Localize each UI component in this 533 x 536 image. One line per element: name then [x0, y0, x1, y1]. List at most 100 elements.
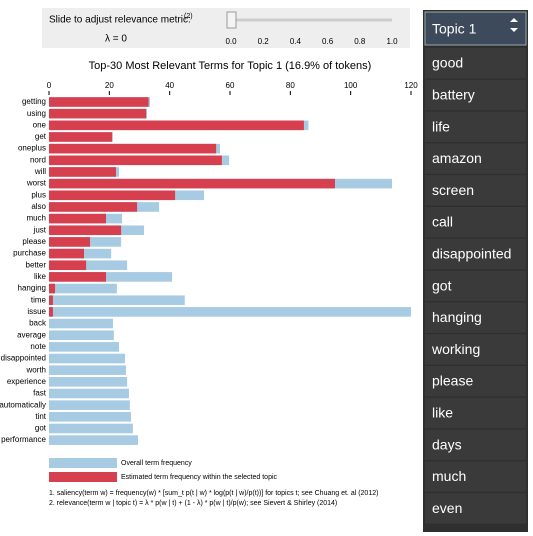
topic-item-label: working	[431, 341, 480, 357]
slider-tick-label: 1.0	[386, 37, 398, 46]
bar	[49, 132, 113, 142]
footnote: 1. saliency(term w) = frequency(w) * [su…	[49, 490, 378, 497]
legend-swatch	[49, 458, 117, 468]
y-tick-label: will	[34, 167, 46, 176]
bar	[49, 307, 411, 317]
slider-note: (2)	[184, 13, 193, 20]
bar	[49, 225, 122, 236]
dropdown-arrow	[510, 18, 518, 32]
slider-tick-label: 0.6	[322, 37, 334, 46]
topic-item-label: please	[432, 373, 473, 389]
x-tick-label: 0	[47, 81, 52, 90]
x-tick-label: 40	[165, 81, 174, 90]
bar	[49, 388, 129, 399]
bar	[49, 155, 222, 166]
y-tick-label: please	[22, 237, 46, 246]
x-tick-label: 120	[404, 81, 418, 90]
bar	[49, 423, 133, 434]
x-tick-label: 20	[105, 81, 114, 90]
bar	[49, 272, 107, 282]
topic-item[interactable]	[425, 143, 526, 174]
bar	[49, 330, 114, 340]
topic-item-label: got	[432, 277, 452, 293]
y-tick-label: just	[33, 225, 47, 234]
slider-panel	[42, 8, 410, 48]
y-tick-label: better	[26, 260, 47, 269]
slider-thumb[interactable]	[226, 11, 237, 29]
footnote: 2. relevance(term w | topic t) = λ * p(w…	[49, 500, 337, 507]
topic-item-label: life	[432, 118, 450, 134]
slider-label: Slide to adjust relevance metric:	[49, 15, 191, 26]
y-tick-label: get	[35, 132, 47, 141]
y-tick-label: experience	[7, 377, 47, 386]
bar	[49, 120, 304, 131]
bar	[49, 97, 149, 107]
topic-item[interactable]	[425, 79, 526, 111]
y-tick-label: also	[31, 202, 46, 211]
bar	[49, 213, 107, 224]
topic-item[interactable]	[425, 175, 526, 206]
topic-item-label: even	[432, 500, 462, 516]
topic-item[interactable]	[425, 366, 526, 397]
y-tick-label: plus	[31, 190, 46, 199]
topic-item[interactable]	[425, 461, 526, 492]
y-tick-label: hanging	[18, 284, 46, 293]
topic-item-label: good	[432, 55, 463, 71]
topic-item-label: amazon	[432, 150, 482, 166]
y-tick-label: issue	[27, 307, 46, 316]
topic-item-label: much	[432, 468, 466, 484]
bar	[49, 260, 128, 271]
bar	[49, 295, 53, 306]
topic-item-label: screen	[432, 182, 474, 198]
y-tick-label: fast	[33, 389, 47, 398]
topic-item[interactable]	[425, 270, 526, 302]
topic-item[interactable]	[425, 429, 526, 461]
legend-label: Overall term frequency	[121, 460, 192, 467]
bar	[49, 377, 128, 387]
chart-title: Top-30 Most Relevant Terms for Topic 1 (…	[89, 60, 372, 72]
topic-item[interactable]	[425, 302, 526, 333]
y-tick-label: oneplus	[18, 144, 46, 153]
topic-item[interactable]	[425, 207, 526, 238]
topic-item[interactable]	[425, 238, 526, 270]
y-tick-label: nord	[30, 155, 46, 164]
topic-item-label: hanging	[432, 309, 482, 325]
bar	[49, 108, 147, 119]
slider-tick-label: 0.8	[354, 37, 366, 46]
legend-label: Estimated term frequency within the sele…	[121, 474, 278, 481]
y-tick-label: automatically	[0, 400, 46, 409]
y-tick-label: back	[29, 319, 47, 328]
bar	[49, 307, 53, 317]
y-tick-label: one	[33, 120, 47, 129]
topic-item[interactable]	[425, 48, 526, 79]
y-tick-label: average	[17, 330, 46, 339]
topic-dropdown[interactable]	[424, 11, 527, 46]
bar	[49, 412, 132, 422]
bar	[49, 283, 56, 294]
y-tick-label: worth	[25, 365, 46, 374]
y-tick-label: disappointed	[1, 354, 46, 363]
x-tick-label: 60	[226, 81, 235, 90]
topic-item-label: disappointed	[432, 246, 511, 262]
topic-item-label: like	[432, 405, 453, 421]
x-tick-label: 80	[286, 81, 295, 90]
topic-item[interactable]	[425, 397, 526, 429]
bar	[49, 283, 117, 294]
topic-item-label: call	[432, 214, 453, 230]
y-tick-label: performance	[1, 435, 46, 444]
bar	[49, 400, 130, 410]
y-tick-label: purchase	[13, 249, 46, 258]
y-tick-label: getting	[22, 97, 46, 106]
y-tick-label: using	[27, 109, 46, 118]
slider-tick-label: 0.4	[290, 37, 302, 46]
bar	[49, 272, 173, 282]
lambda-value: λ = 0	[105, 34, 127, 45]
topic-item[interactable]	[425, 111, 526, 143]
bar	[49, 202, 138, 212]
topic-item[interactable]	[425, 334, 526, 365]
bar	[49, 190, 176, 201]
y-tick-label: like	[34, 272, 47, 281]
bar	[49, 143, 217, 154]
topic-item[interactable]	[425, 493, 526, 524]
